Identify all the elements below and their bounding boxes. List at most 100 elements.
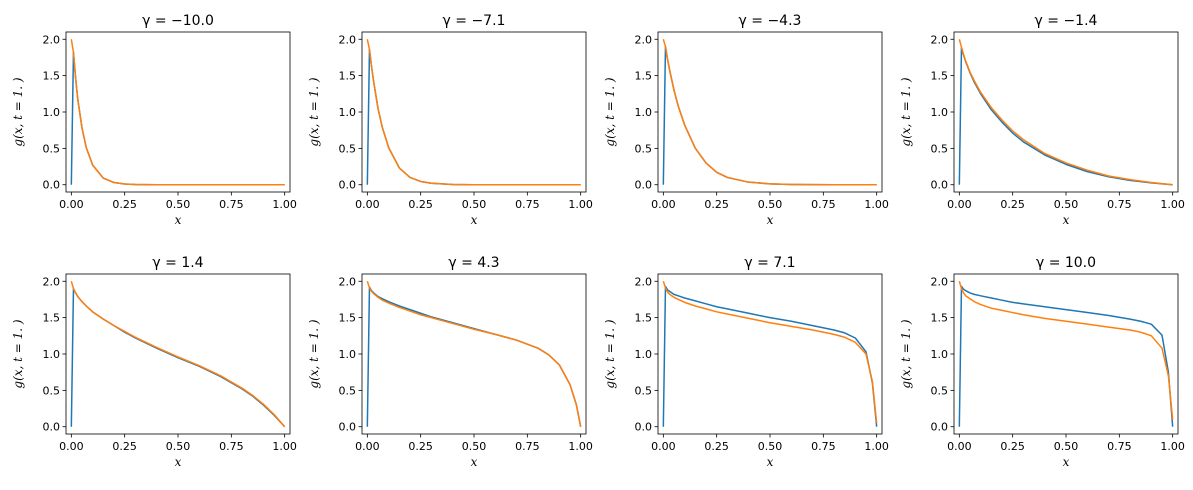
y-axis-label: g(x, t = 1. ): [307, 319, 321, 389]
axes-frame: [65, 31, 291, 193]
x-tick-label: 0.75: [811, 440, 836, 453]
series-1-line: [662, 45, 877, 186]
y-tick-label: 0.5: [339, 142, 357, 155]
subplot-title: γ = 1.4: [152, 255, 203, 271]
x-tick-label: 0.50: [462, 440, 487, 453]
x-tick-label: 0.00: [651, 198, 676, 211]
x-tick-label: 0.75: [219, 440, 244, 453]
x-tick-label: 0.25: [1000, 198, 1025, 211]
series-1-line: [958, 47, 1173, 186]
subplot-title: γ = 7.1: [744, 255, 795, 271]
y-axis-label: g(x, t = 1. ): [11, 319, 25, 389]
subplot-2: 0.00 0.25 0.50 0.75 1.00 0.0 0.5 1.0 1.5 2.0 γ = −…: [307, 13, 593, 227]
series-2-line: [958, 39, 1173, 186]
x-axis-label: x: [175, 455, 182, 469]
y-tick-label: 0.5: [339, 384, 357, 397]
x-axis-label: x: [175, 213, 182, 227]
axes-frame: [65, 273, 291, 435]
y-tick-label: 0.0: [931, 179, 949, 192]
x-tick-label: 1.00: [864, 198, 889, 211]
subplot-title: γ = 4.3: [448, 255, 499, 271]
y-tick-label: 0.0: [635, 179, 653, 192]
subplot-5: 0.00 0.25 0.50 0.75 1.00 0.0 0.5 1.0 1.5 2.0 γ = 1…: [11, 255, 297, 469]
y-axis-label: g(x, t = 1. ): [899, 77, 913, 147]
x-tick-label: 0.00: [355, 440, 380, 453]
x-tick-label: 0.75: [515, 198, 540, 211]
x-tick-label: 1.00: [568, 440, 593, 453]
subplot-1: 0.00 0.25 0.50 0.75 1.00 0.0 0.5 1.0 1.5 2.0 γ = −…: [11, 13, 297, 227]
x-tick-label: 0.75: [515, 440, 540, 453]
x-tick-label: 0.25: [112, 440, 137, 453]
subplot-title: γ = −10.0: [142, 13, 214, 29]
series-2-line: [70, 39, 285, 186]
series-2-line: [366, 281, 582, 427]
y-tick-label: 1.5: [635, 312, 653, 325]
y-axis-label: g(x, t = 1. ): [603, 319, 617, 389]
y-tick-label: 0.5: [635, 384, 653, 397]
y-tick-label: 1.5: [931, 70, 949, 83]
y-tick-label: 1.5: [43, 312, 61, 325]
y-tick-label: 0.0: [43, 179, 61, 192]
subplot-8: 0.00 0.25 0.50 0.75 1.00 0.0 0.5 1.0 1.5 2.0 γ = 1…: [899, 255, 1185, 469]
x-tick-label: 1.00: [864, 440, 889, 453]
x-tick-label: 0.25: [1000, 440, 1025, 453]
x-tick-label: 1.00: [272, 198, 297, 211]
series-2-line: [662, 281, 878, 424]
x-tick-label: 0.50: [1054, 198, 1079, 211]
x-tick-label: 0.00: [651, 440, 676, 453]
series-1-line: [662, 285, 878, 427]
x-tick-label: 1.00: [272, 440, 297, 453]
x-tick-label: 0.75: [219, 198, 244, 211]
y-axis-label: g(x, t = 1. ): [603, 77, 617, 147]
y-tick-label: 0.0: [339, 421, 357, 434]
x-axis-label: x: [471, 213, 478, 227]
x-tick-label: 0.75: [811, 198, 836, 211]
series-2-line: [366, 39, 581, 186]
x-axis-label: x: [1063, 455, 1070, 469]
y-axis-label: g(x, t = 1. ): [307, 77, 321, 147]
x-tick-label: 0.50: [462, 198, 487, 211]
axes-frame: [361, 31, 587, 193]
series-2-line: [662, 39, 877, 186]
x-tick-label: 0.50: [758, 198, 783, 211]
y-tick-label: 1.0: [635, 106, 653, 119]
axes-frame: [953, 31, 1179, 193]
y-tick-label: 0.5: [931, 384, 949, 397]
x-tick-label: 1.00: [1160, 440, 1185, 453]
subplot-title: γ = −4.3: [739, 13, 802, 29]
x-tick-label: 0.00: [947, 440, 972, 453]
subplot-6: 0.00 0.25 0.50 0.75 1.00 0.0 0.5 1.0 1.5 2.0 γ = 4…: [307, 255, 593, 469]
y-tick-label: 1.0: [43, 348, 61, 361]
x-tick-label: 1.00: [1160, 198, 1185, 211]
y-tick-label: 1.0: [931, 348, 949, 361]
y-tick-label: 0.0: [43, 421, 61, 434]
x-tick-label: 0.75: [1107, 198, 1132, 211]
axes-frame: [657, 31, 883, 193]
series-2-line: [958, 281, 1174, 420]
subplot-title: γ = −1.4: [1035, 13, 1098, 29]
y-tick-label: 0.0: [339, 179, 357, 192]
series-2-line: [70, 281, 286, 428]
series-1-line: [366, 48, 581, 186]
y-tick-label: 2.0: [635, 275, 653, 288]
y-tick-label: 1.0: [635, 348, 653, 361]
y-tick-label: 2.0: [931, 275, 949, 288]
y-tick-label: 0.0: [931, 421, 949, 434]
x-axis-label: x: [1063, 213, 1070, 227]
x-tick-label: 0.50: [1054, 440, 1079, 453]
y-tick-label: 2.0: [339, 275, 357, 288]
x-axis-label: x: [767, 455, 774, 469]
y-tick-label: 1.5: [339, 312, 357, 325]
x-tick-label: 0.25: [408, 198, 433, 211]
series-1-line: [70, 51, 285, 186]
x-axis-label: x: [471, 455, 478, 469]
subplot-7: 0.00 0.25 0.50 0.75 1.00 0.0 0.5 1.0 1.5 2.0 γ = 7…: [603, 255, 889, 469]
y-axis-label: g(x, t = 1. ): [899, 319, 913, 389]
x-tick-label: 0.25: [704, 198, 729, 211]
series-1-line: [958, 285, 1174, 427]
x-tick-label: 1.00: [568, 198, 593, 211]
y-tick-label: 2.0: [339, 33, 357, 46]
y-tick-label: 1.0: [339, 106, 357, 119]
y-tick-label: 1.0: [339, 348, 357, 361]
